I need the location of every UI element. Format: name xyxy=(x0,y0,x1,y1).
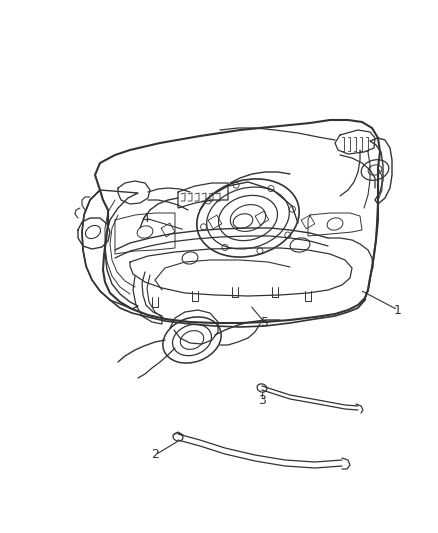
Text: 1: 1 xyxy=(394,303,402,317)
Text: 3: 3 xyxy=(258,393,266,407)
Text: 4: 4 xyxy=(141,212,149,224)
Text: 5: 5 xyxy=(261,317,269,329)
Text: 2: 2 xyxy=(151,448,159,462)
